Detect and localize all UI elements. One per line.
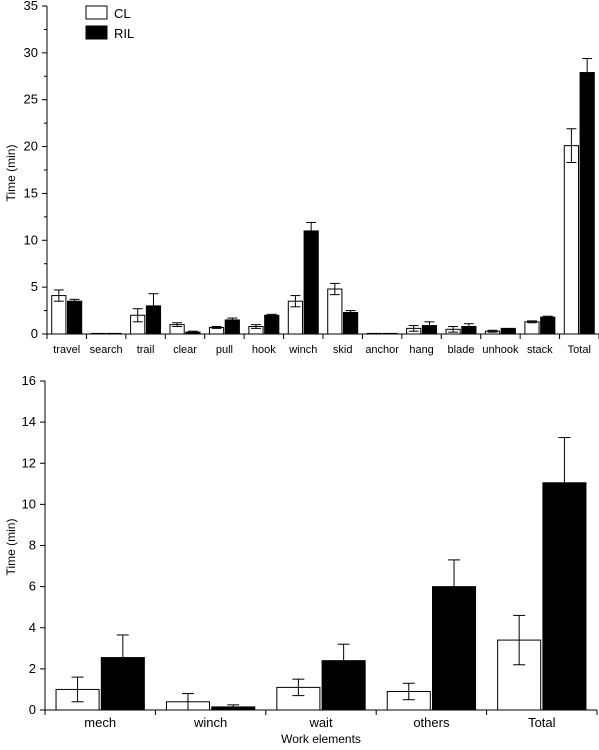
top-category-label: skid <box>333 344 353 356</box>
top-category-label: unhook <box>482 344 519 356</box>
top-category-label: Total <box>568 344 591 356</box>
top-y-tick-label: 30 <box>24 45 38 60</box>
top-y-axis-title: Time (min) <box>4 145 18 202</box>
bottom-chart: 0 2 4 6 8 10 12 14 16 mech winch wait others Total <box>22 373 598 730</box>
top-bar-ril <box>67 300 83 335</box>
top-y-tick-label: 10 <box>24 232 38 247</box>
bottom-category-label: wait <box>308 715 333 730</box>
top-category-label: trail <box>137 344 155 356</box>
bottom-category-label: winch <box>193 715 227 730</box>
top-bar-cl <box>563 145 579 335</box>
top-bar-cl <box>90 332 106 335</box>
top-category-label: clear <box>173 344 197 356</box>
top-y-tick-label: 35 <box>24 0 38 13</box>
legend-label-cl: CL <box>114 6 131 21</box>
bottom-category-label: Total <box>528 715 556 730</box>
top-bar-cl <box>366 332 382 335</box>
top-category-label: pull <box>216 344 233 356</box>
bottom-y-tick-label: 6 <box>29 579 36 594</box>
top-category-label: search <box>90 344 123 356</box>
bottom-y-tick-label: 16 <box>22 373 36 388</box>
bottom-y-tick-label: 4 <box>29 620 36 635</box>
top-category-label: blade <box>448 344 475 356</box>
legend-swatch-cl <box>85 5 108 20</box>
bottom-category-label: mech <box>84 715 116 730</box>
bottom-y-tick-label: 0 <box>29 702 36 717</box>
top-chart: 0 5 10 15 20 25 30 35 travel search trail clear pull… <box>24 0 599 356</box>
bottom-y-axis-title: Time (min) <box>4 519 18 576</box>
top-bar-cl <box>327 288 343 335</box>
top-y-tick-label: 5 <box>31 279 38 294</box>
bottom-y-tick-label: 2 <box>29 661 36 676</box>
bottom-category-label: others <box>413 715 450 730</box>
top-y-tick-label: 15 <box>24 185 38 200</box>
top-bar-ril <box>579 72 595 335</box>
legend-swatch-ril <box>85 25 108 40</box>
top-y-tick-label: 20 <box>24 139 38 154</box>
top-category-label: winch <box>288 344 317 356</box>
top-bar-ril <box>343 311 359 335</box>
top-bar-ril <box>540 316 556 335</box>
legend: CL RIL <box>85 5 134 41</box>
bottom-x-axis-title: Work elements <box>281 732 361 745</box>
bottom-y-tick-label: 8 <box>29 538 36 553</box>
top-bar-ril <box>303 230 319 335</box>
top-bar-ril <box>382 332 398 335</box>
top-category-label: hang <box>409 344 433 356</box>
top-category-label: anchor <box>365 344 399 356</box>
top-y-tick-label: 0 <box>31 326 38 341</box>
top-category-label: stack <box>527 344 553 356</box>
top-bar-ril <box>500 327 516 335</box>
top-category-label: hook <box>252 344 276 356</box>
top-y-tick-label: 25 <box>24 92 38 107</box>
bottom-y-tick-label: 12 <box>22 455 36 470</box>
top-bar-ril <box>264 314 280 335</box>
top-bar-ril <box>106 332 122 335</box>
top-bar-cl <box>524 321 540 335</box>
bottom-y-tick-label: 10 <box>22 496 36 511</box>
top-category-label: travel <box>53 344 80 356</box>
legend-label-ril: RIL <box>114 26 134 41</box>
bottom-y-tick-label: 14 <box>22 414 36 429</box>
